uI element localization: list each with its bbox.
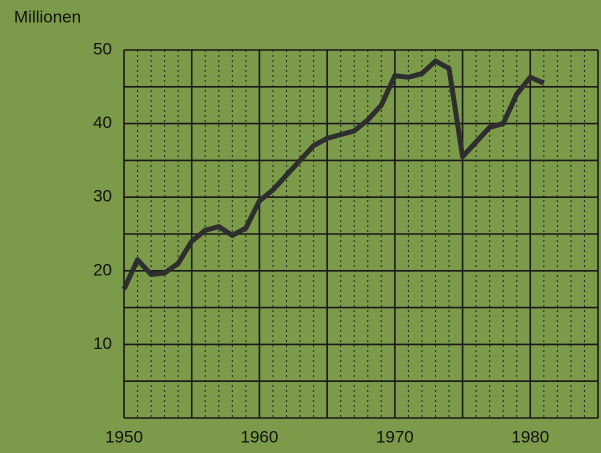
y-tick-label: 20: [93, 260, 112, 279]
x-tick-label: 1950: [105, 427, 143, 446]
chart-title: Millionen: [14, 7, 81, 26]
y-tick-label: 40: [93, 113, 112, 132]
y-tick-label: 30: [93, 187, 112, 206]
x-tick-label: 1970: [376, 427, 414, 446]
y-tick-label: 50: [93, 39, 112, 58]
data-line: [121, 58, 545, 291]
x-tick-label: 1960: [241, 427, 279, 446]
y-tick-label: 10: [93, 334, 112, 353]
x-tick-label: 1980: [511, 427, 549, 446]
